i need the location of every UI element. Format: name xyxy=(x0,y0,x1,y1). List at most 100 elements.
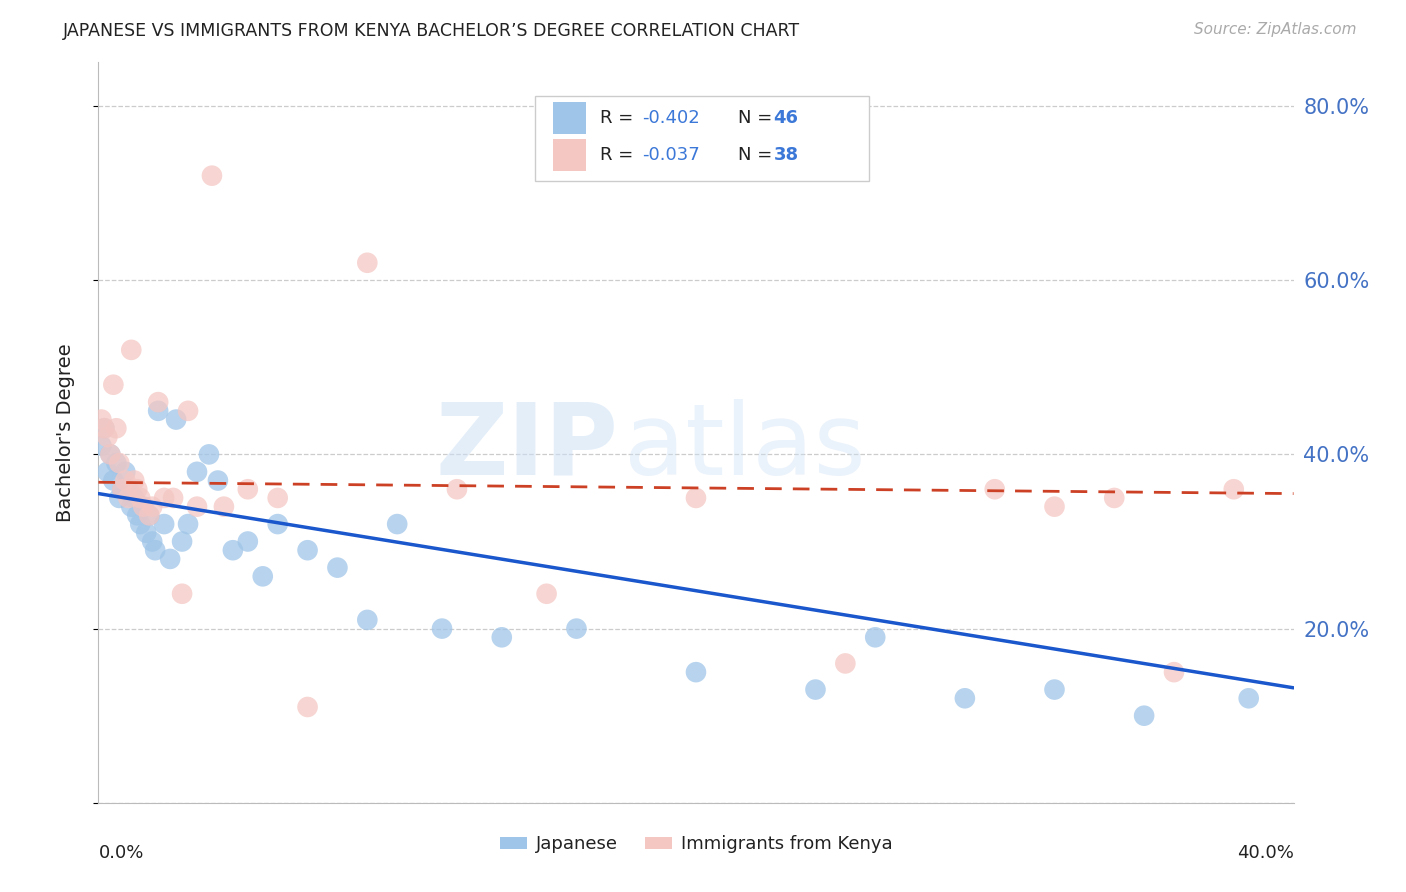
Point xyxy=(138,508,160,523)
Point xyxy=(148,395,170,409)
Text: 46: 46 xyxy=(773,109,799,127)
Text: N =: N = xyxy=(738,146,778,164)
Point xyxy=(207,474,229,488)
Point xyxy=(177,517,200,532)
Point xyxy=(114,465,136,479)
Point xyxy=(356,256,378,270)
Point xyxy=(685,665,707,680)
Point xyxy=(984,482,1007,496)
Point xyxy=(186,465,208,479)
Text: JAPANESE VS IMMIGRANTS FROM KENYA BACHELOR’S DEGREE CORRELATION CHART: JAPANESE VS IMMIGRANTS FROM KENYA BACHEL… xyxy=(63,22,800,40)
Point xyxy=(297,543,319,558)
Point xyxy=(326,560,349,574)
Point xyxy=(98,447,122,461)
Point xyxy=(236,482,259,496)
Point xyxy=(108,456,131,470)
Point xyxy=(172,587,194,601)
Point xyxy=(162,491,184,505)
Point xyxy=(186,500,208,514)
Point xyxy=(127,482,149,496)
Point xyxy=(252,569,274,583)
Point xyxy=(98,447,122,461)
Point xyxy=(132,500,155,514)
Point xyxy=(1163,665,1185,680)
Point xyxy=(153,491,176,505)
Legend: Japanese, Immigrants from Kenya: Japanese, Immigrants from Kenya xyxy=(492,828,900,861)
Point xyxy=(172,534,194,549)
Point xyxy=(148,404,170,418)
Point xyxy=(1043,682,1066,697)
Point xyxy=(536,587,558,601)
Point xyxy=(141,534,163,549)
Point xyxy=(108,491,131,505)
Point xyxy=(132,500,155,514)
Point xyxy=(129,517,152,532)
Point xyxy=(93,421,115,435)
Point xyxy=(124,491,146,505)
Point xyxy=(446,482,468,496)
Point xyxy=(105,456,128,470)
Point xyxy=(1223,482,1246,496)
Text: R =: R = xyxy=(600,109,640,127)
Point xyxy=(267,491,290,505)
Point xyxy=(685,491,707,505)
Point xyxy=(103,474,125,488)
Point xyxy=(491,630,513,644)
Point xyxy=(93,421,115,435)
Text: 0.0%: 0.0% xyxy=(98,844,143,862)
Text: ZIP: ZIP xyxy=(436,399,619,496)
Point xyxy=(124,474,146,488)
Point xyxy=(103,377,125,392)
Bar xyxy=(553,103,586,134)
Point xyxy=(111,482,134,496)
Point xyxy=(565,622,588,636)
Point xyxy=(297,700,319,714)
Point xyxy=(120,500,142,514)
Point xyxy=(1237,691,1260,706)
Point xyxy=(90,439,112,453)
Point xyxy=(804,682,827,697)
Point xyxy=(267,517,290,532)
Point xyxy=(90,412,112,426)
Point xyxy=(127,508,149,523)
Point xyxy=(111,482,134,496)
Point xyxy=(153,517,176,532)
Point xyxy=(120,343,142,357)
Point xyxy=(865,630,887,644)
FancyBboxPatch shape xyxy=(534,95,869,181)
Text: atlas: atlas xyxy=(624,399,866,496)
Point xyxy=(177,404,200,418)
Point xyxy=(141,500,163,514)
Point xyxy=(356,613,378,627)
Point xyxy=(117,491,139,505)
Point xyxy=(236,534,259,549)
Point xyxy=(96,465,118,479)
Point xyxy=(1104,491,1126,505)
Point xyxy=(1133,708,1156,723)
Text: Source: ZipAtlas.com: Source: ZipAtlas.com xyxy=(1194,22,1357,37)
Point xyxy=(165,412,187,426)
Point xyxy=(96,430,118,444)
Point xyxy=(114,474,136,488)
Point xyxy=(212,500,235,514)
Point xyxy=(201,169,224,183)
Point xyxy=(129,491,152,505)
Bar xyxy=(553,139,586,170)
Text: N =: N = xyxy=(738,109,778,127)
Point xyxy=(117,482,139,496)
Y-axis label: Bachelor's Degree: Bachelor's Degree xyxy=(56,343,75,522)
Point xyxy=(135,525,157,540)
Point xyxy=(1043,500,1066,514)
Text: -0.402: -0.402 xyxy=(643,109,700,127)
Text: 38: 38 xyxy=(773,146,799,164)
Text: -0.037: -0.037 xyxy=(643,146,700,164)
Point xyxy=(222,543,245,558)
Text: 40.0%: 40.0% xyxy=(1237,844,1294,862)
Point xyxy=(143,543,166,558)
Point xyxy=(953,691,976,706)
Text: R =: R = xyxy=(600,146,640,164)
Point xyxy=(430,622,453,636)
Point xyxy=(105,421,128,435)
Point xyxy=(138,508,160,523)
Point xyxy=(834,657,856,671)
